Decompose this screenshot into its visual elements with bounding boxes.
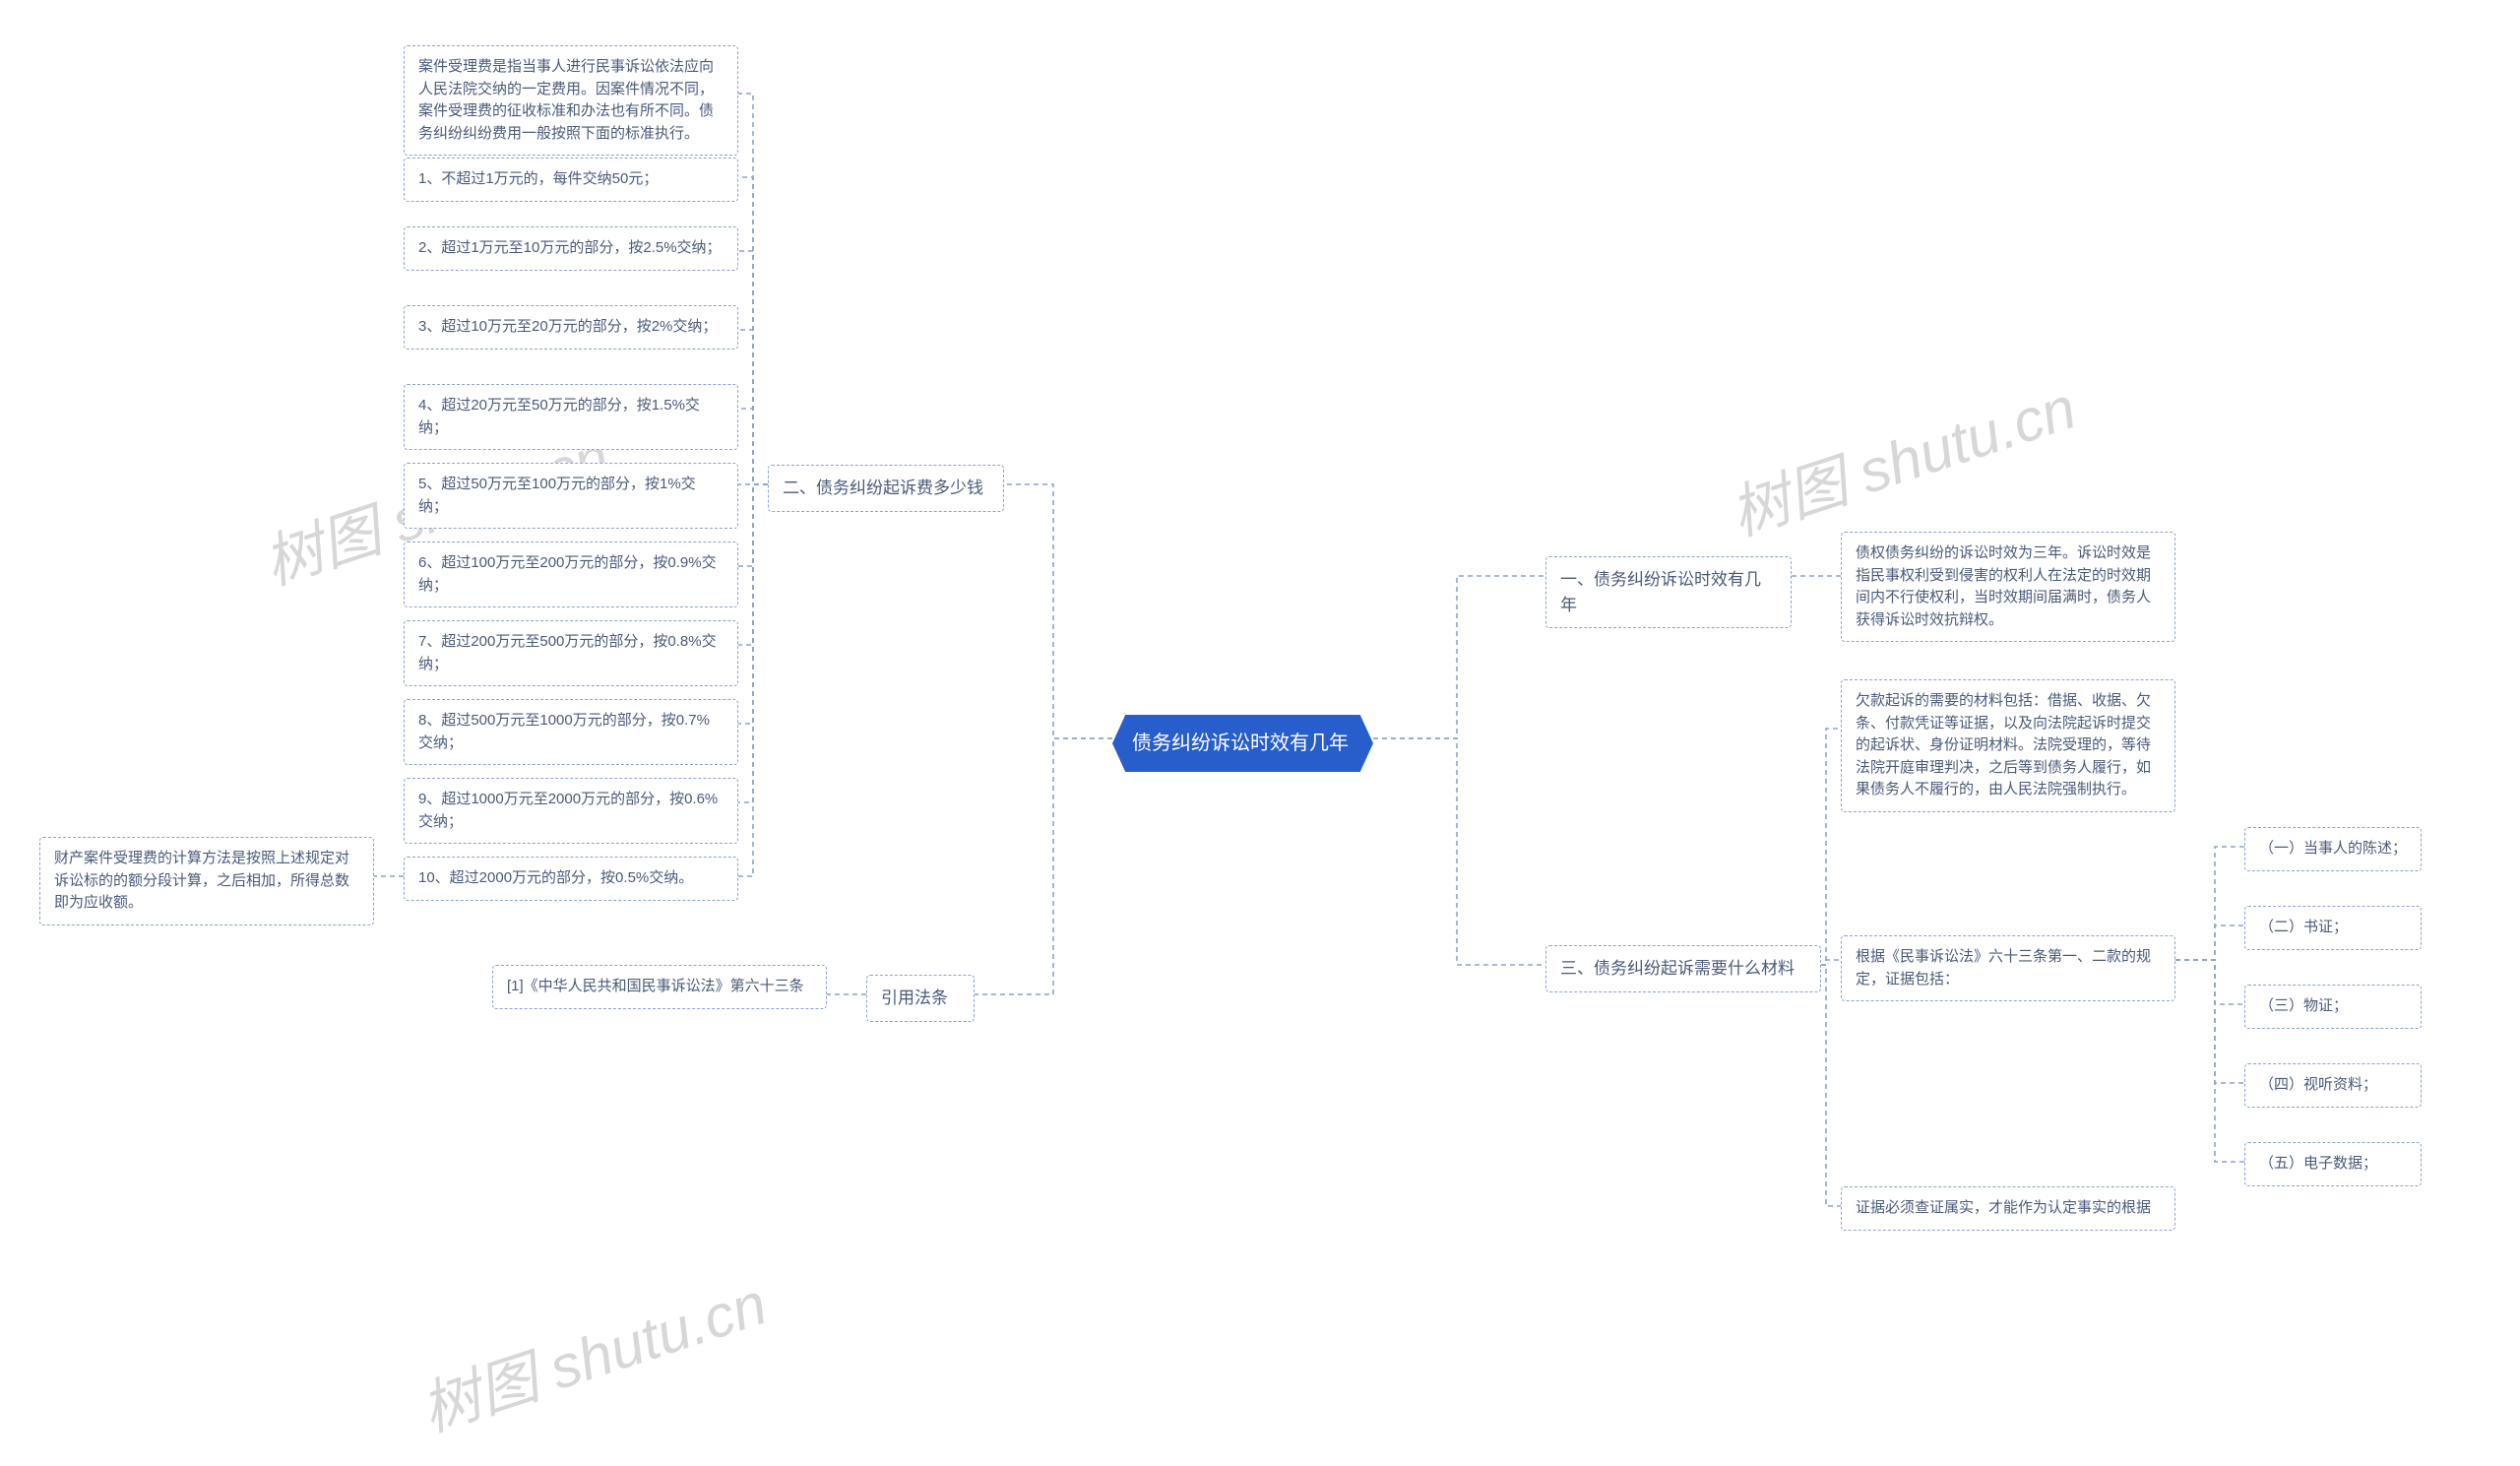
branch-3-leaf-1: 欠款起诉的需要的材料包括：借据、收据、欠条、付款凭证等证据，以及向法院起诉时提交…: [1841, 679, 2175, 812]
law-ref-1: [1]《中华人民共和国民事诉讼法》第六十三条: [492, 965, 827, 1009]
root-node: 债务纠纷诉讼时效有几年: [1112, 715, 1373, 772]
fee-10: 10、超过2000万元的部分，按0.5%交纳。: [404, 857, 738, 901]
evidence-1: （一）当事人的陈述；: [2244, 827, 2422, 871]
fee-5: 5、超过50万元至100万元的部分，按1%交纳；: [404, 463, 738, 529]
fee-4: 4、超过20万元至50万元的部分，按1.5%交纳；: [404, 384, 738, 450]
fee-1: 1、不超过1万元的，每件交纳50元；: [404, 158, 738, 202]
fee-9: 9、超过1000万元至2000万元的部分，按0.6%交纳；: [404, 778, 738, 844]
evidence-5: （五）电子数据；: [2244, 1142, 2422, 1186]
branch-3-leaf-3: 证据必须查证属实，才能作为认定事实的根据: [1841, 1186, 2175, 1231]
evidence-4: （四）视听资料；: [2244, 1063, 2422, 1108]
evidence-3: （三）物证；: [2244, 985, 2422, 1029]
branch-1: 一、债务纠纷诉讼时效有几年: [1545, 556, 1792, 628]
evidence-2: （二）书证；: [2244, 906, 2422, 950]
fee-calc-note: 财产案件受理费的计算方法是按照上述规定对诉讼标的的额分段计算，之后相加，所得总数…: [39, 837, 374, 925]
fee-2: 2、超过1万元至10万元的部分，按2.5%交纳；: [404, 226, 738, 271]
branch-2: 二、债务纠纷起诉费多少钱: [768, 465, 1004, 512]
fee-3: 3、超过10万元至20万元的部分，按2%交纳；: [404, 305, 738, 350]
branch-1-leaf-1: 债权债务纠纷的诉讼时效为三年。诉讼时效是指民事权利受到侵害的权利人在法定的时效期…: [1841, 532, 2175, 642]
fee-intro: 案件受理费是指当事人进行民事诉讼依法应向人民法院交纳的一定费用。因案件情况不同，…: [404, 45, 738, 156]
fee-8: 8、超过500万元至1000万元的部分，按0.7%交纳；: [404, 699, 738, 765]
branch-4: 引用法条: [866, 975, 975, 1022]
branch-3: 三、债务纠纷起诉需要什么材料: [1545, 945, 1821, 992]
fee-7: 7、超过200万元至500万元的部分，按0.8%交纳；: [404, 620, 738, 686]
branch-3-leaf-2: 根据《民事诉讼法》六十三条第一、二款的规定，证据包括：: [1841, 935, 2175, 1001]
fee-6: 6、超过100万元至200万元的部分，按0.9%交纳；: [404, 542, 738, 607]
